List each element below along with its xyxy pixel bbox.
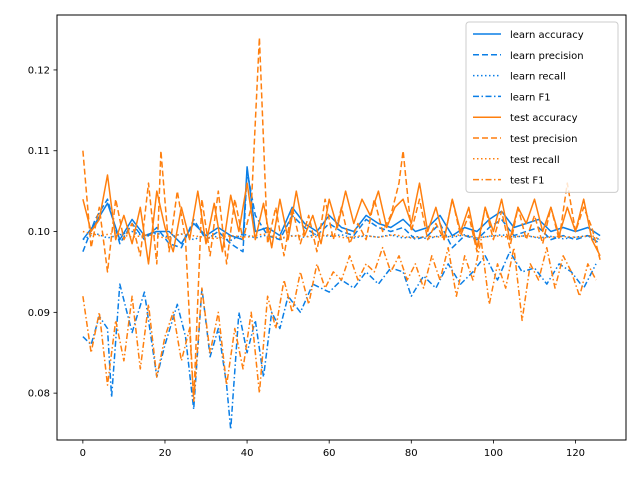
x-tick-label: 20 [159, 448, 172, 459]
series-line-test-recall [82, 230, 601, 241]
y-tick-label: 0.08 [28, 389, 50, 400]
series-layer [82, 36, 601, 431]
y-axis: 0.08 0.09 0.10 0.11 0.12 [28, 65, 57, 400]
series-line-test-f1 [82, 238, 597, 402]
y-tick-label: 0.11 [28, 146, 50, 157]
x-tick-label: 80 [405, 448, 418, 459]
legend-label-learn-accuracy: learn accuracy [510, 30, 584, 41]
y-tick-label: 0.10 [28, 227, 50, 238]
plot-frame [56, 14, 627, 441]
x-tick-label: 40 [241, 448, 254, 459]
legend-label-test-accuracy: test accuracy [510, 113, 578, 124]
x-axis: 0 20 40 60 80 100 120 [80, 440, 585, 459]
x-tick-label: 0 [80, 448, 86, 459]
legend-label-learn-recall: learn recall [510, 72, 566, 83]
series-line-test-precision [82, 36, 601, 402]
y-tick-label: 0.12 [28, 65, 50, 76]
legend-label-learn-precision: learn precision [510, 51, 584, 62]
series-line-learn-f1 [82, 250, 597, 431]
x-tick-label: 100 [484, 448, 503, 459]
y-tick-label: 0.09 [28, 308, 50, 319]
legend-label-test-recall: test recall [510, 155, 560, 166]
legend-box [465, 21, 619, 193]
legend-label-learn-f1: learn F1 [510, 92, 551, 103]
legend: learn accuracy learn precision learn recal… [465, 21, 619, 193]
x-tick-label: 60 [323, 448, 336, 459]
legend-label-test-precision: test precision [510, 134, 578, 145]
x-tick-label: 120 [566, 448, 585, 459]
legend-label-test-f1: test F1 [510, 176, 545, 187]
